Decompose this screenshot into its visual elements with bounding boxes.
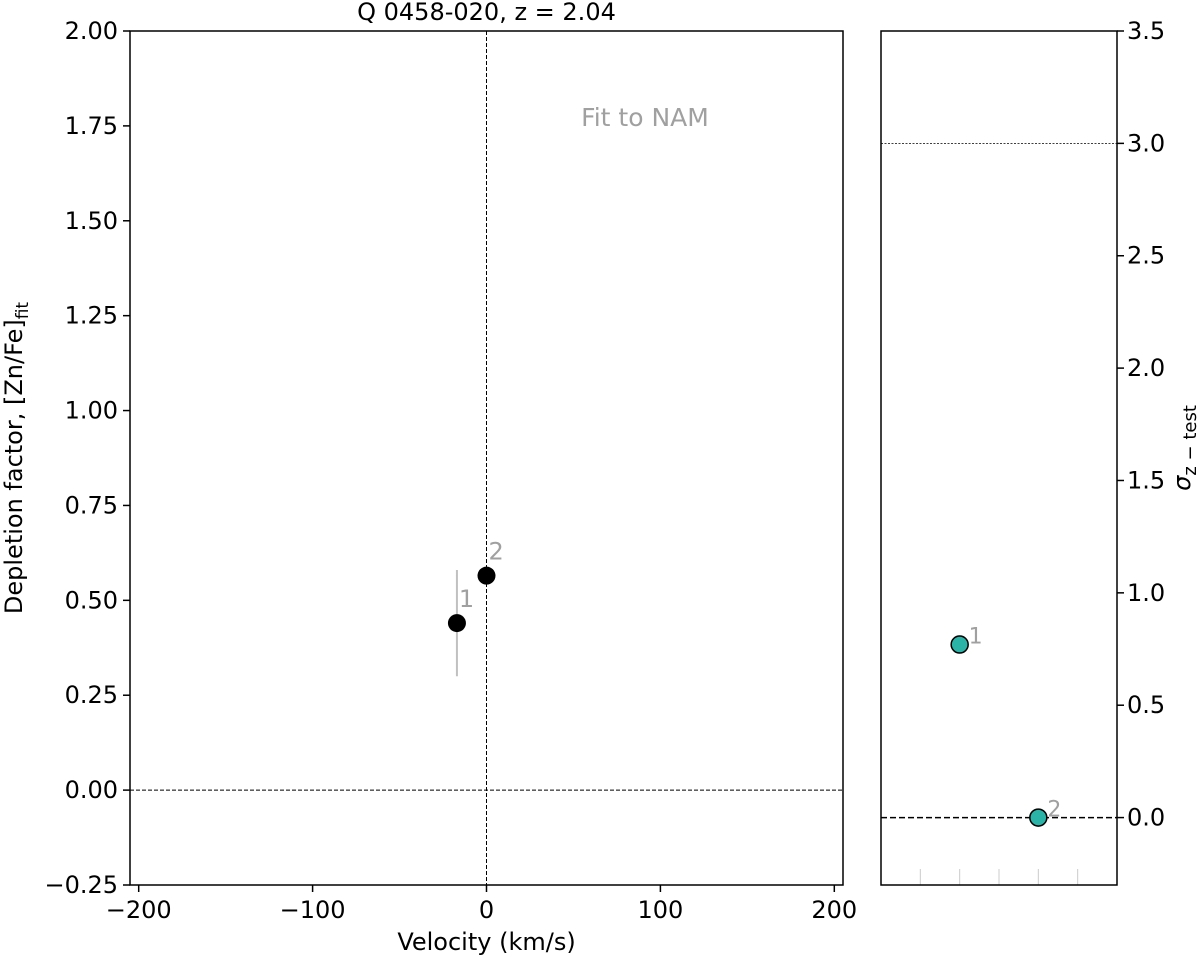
- side-y-tick-label: 3.5: [1127, 17, 1165, 45]
- x-tick-label: 100: [637, 896, 683, 924]
- y-tick-label: 0.75: [65, 491, 118, 519]
- fit-annotation: Fit to NAM: [581, 103, 709, 132]
- side-data-points: [950, 635, 1048, 827]
- data-points: [447, 566, 496, 633]
- main-panel: Q 0458-020, z = 2.04 12 Fit to NAM −200−…: [0, 0, 857, 956]
- y-tick-label: 1.75: [65, 112, 118, 140]
- y-tick-label: 2.00: [65, 17, 118, 45]
- x-tick-label: 200: [811, 896, 857, 924]
- side-y-axis-ticks: 0.0 0.5 1.0 1.5 2.0 2.5 3.0 3.5: [1117, 17, 1165, 832]
- side-y-tick-label: 0.0: [1127, 804, 1165, 832]
- side-y-tick-label: 0.5: [1127, 691, 1165, 719]
- y-tick-label: 1.00: [65, 397, 118, 425]
- side-reference-lines: [881, 142, 1117, 819]
- side-minor-ticks: [919, 869, 1079, 885]
- point-label-1: 1: [459, 585, 474, 613]
- y-axis-label: Depletion factor, [Zn/Fe]fit: [0, 302, 33, 615]
- x-axis-label: Velocity (km/s): [397, 928, 575, 956]
- y-tick-label: 1.25: [65, 302, 118, 330]
- data-point-1: [447, 614, 466, 633]
- reference-lines: [130, 31, 843, 885]
- side-y-tick-label: 3.0: [1127, 129, 1165, 157]
- x-axis-ticks: −200 −100 0 100 200: [106, 885, 857, 924]
- chart-title: Q 0458-020, z = 2.04: [357, 0, 616, 26]
- y-tick-label: −0.25: [44, 871, 118, 899]
- side-y-tick-label: 2.0: [1127, 354, 1165, 382]
- side-y-axis-label: σz − test: [1168, 405, 1200, 491]
- y-tick-label: 0.25: [65, 681, 118, 709]
- y-axis-ticks: −0.25 0.00 0.25 0.50 0.75 1.00 1.25 1.50 1.75 2.0…: [44, 17, 130, 899]
- side-point-labels: 12: [969, 625, 1062, 823]
- x-tick-label: −200: [106, 896, 172, 924]
- side-point-label-2: 2: [1047, 798, 1061, 823]
- y-tick-label: 0.50: [65, 586, 118, 614]
- side-data-point-1: [950, 635, 969, 654]
- side-data-point-2: [1029, 808, 1048, 827]
- side-y-tick-label: 1.0: [1127, 579, 1165, 607]
- point-label-2: 2: [489, 538, 504, 566]
- x-tick-label: −100: [280, 896, 346, 924]
- side-plot-frame: [880, 30, 1118, 886]
- side-panel: 12 0.00.51.01.52.02.53.03.5 σz − test: [880, 17, 1200, 886]
- side-y-tick-label: 2.5: [1127, 242, 1165, 270]
- y-tick-label: 1.50: [65, 207, 118, 235]
- side-point-label-1: 1: [969, 625, 983, 650]
- side-y-tick-label: 1.5: [1127, 466, 1165, 494]
- y-tick-label: 0.00: [65, 776, 118, 804]
- point-labels: 12: [459, 538, 504, 613]
- x-tick-label: 0: [479, 896, 494, 924]
- data-point-2: [477, 566, 496, 585]
